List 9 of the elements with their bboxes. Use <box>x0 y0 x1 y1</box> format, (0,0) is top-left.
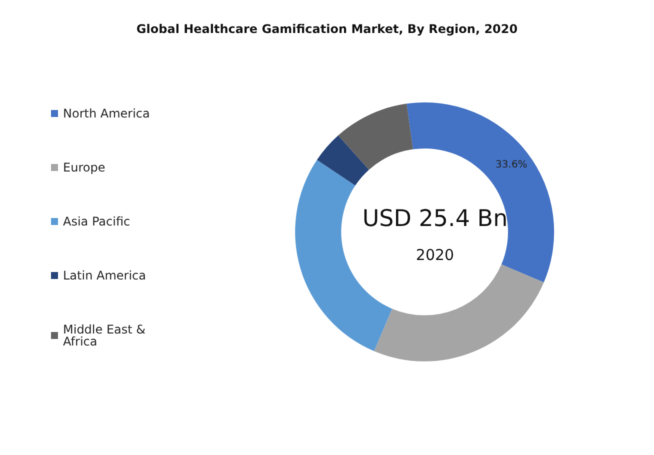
legend-label: North America <box>63 106 150 120</box>
data-label: 33.6% <box>496 160 528 171</box>
legend-label: Europe <box>63 160 106 174</box>
legend-label: Asia Pacific <box>63 214 130 228</box>
chart-title: Global Healthcare Gamification Market, By Region, 2020 <box>136 22 518 36</box>
text: USD 25.4 Bn <box>362 206 508 232</box>
legend-label: Latin America <box>63 268 146 282</box>
text: 2020 <box>416 246 454 264</box>
legend-label: Middle East & Africa <box>63 322 150 348</box>
